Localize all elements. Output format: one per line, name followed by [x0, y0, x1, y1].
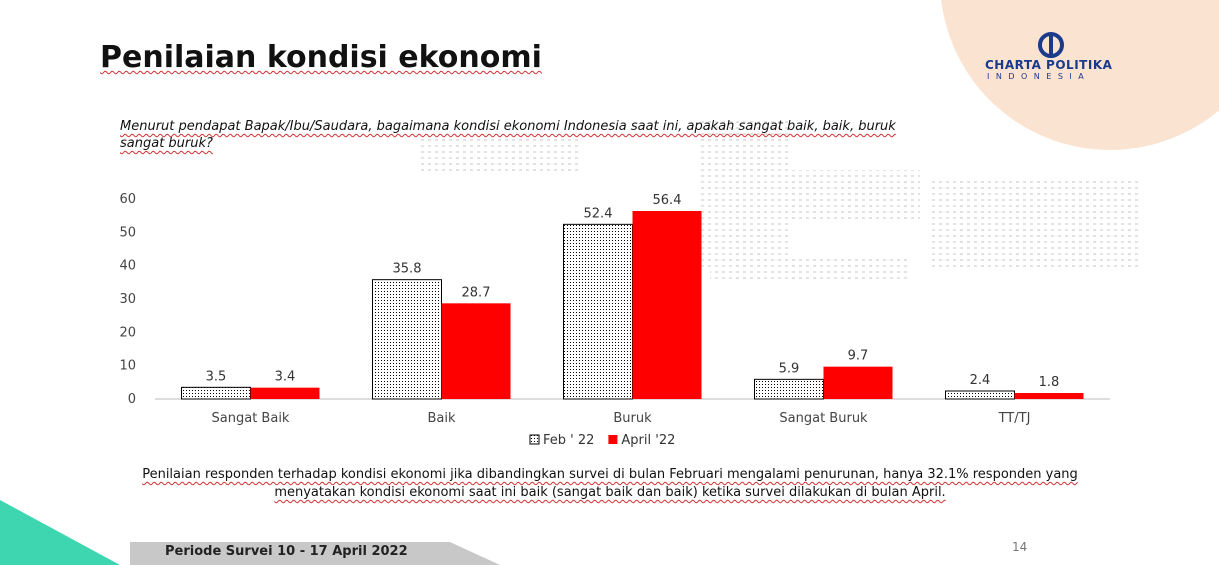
question: Menurut pendapat Bapak/Ibu/Saudara, baga…	[120, 119, 896, 151]
data-label: 2.4	[970, 373, 991, 388]
legend-swatch	[529, 434, 540, 445]
y-tick-label: 20	[119, 325, 136, 340]
data-label: 9.7	[848, 349, 869, 364]
corner-triangle	[0, 500, 120, 565]
logo-name: CHARTA POLITIKA	[985, 58, 1113, 72]
y-tick-label: 40	[119, 259, 136, 274]
x-tick-label: TT/TJ	[998, 411, 1031, 426]
data-label: 5.9	[779, 361, 800, 376]
y-tick-label: 10	[119, 359, 136, 374]
data-label: 52.4	[584, 206, 613, 221]
bar	[754, 378, 824, 400]
footer: Periode Survei 10 - 17 April 2022	[165, 544, 408, 559]
bar	[181, 386, 251, 400]
data-label: 3.5	[206, 369, 227, 384]
legend-swatch	[608, 435, 618, 444]
bar	[1014, 393, 1084, 399]
x-tick-label: Sangat Buruk	[779, 411, 868, 426]
corner-decoration	[941, 0, 1219, 150]
y-tick-label: 50	[119, 225, 136, 240]
x-tick-label: Sangat Baik	[212, 411, 290, 426]
logo-mark	[1038, 32, 1064, 58]
bar	[372, 279, 442, 400]
page-number: 14	[1012, 540, 1028, 554]
map-background	[420, 120, 1140, 280]
bar	[441, 303, 511, 399]
data-label: 28.7	[462, 285, 491, 300]
y-tick-label: 0	[128, 392, 136, 407]
bar	[250, 387, 320, 399]
bar	[823, 366, 893, 399]
slide-title: Penilaian kondisi ekonomi	[100, 40, 542, 75]
data-label: 35.8	[393, 262, 422, 277]
logo-sub: INDONESIA	[987, 72, 1091, 81]
bar	[632, 211, 702, 399]
x-tick-label: Baik	[427, 411, 455, 426]
x-tick-label: Buruk	[613, 411, 652, 426]
legend-label: Feb ' 22	[543, 433, 594, 448]
data-label: 1.8	[1039, 375, 1060, 390]
footer-band	[130, 542, 500, 565]
data-label: 3.4	[275, 370, 296, 385]
legend-label: April '22	[621, 433, 675, 448]
data-label: 56.4	[653, 193, 682, 208]
bar	[945, 390, 1015, 400]
y-tick-label: 30	[119, 292, 136, 307]
bar	[563, 223, 633, 400]
y-tick-label: 60	[119, 192, 136, 207]
note: Penilaian responden terhadap kondisi eko…	[142, 467, 1078, 500]
